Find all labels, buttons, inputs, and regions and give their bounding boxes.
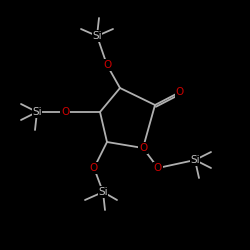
Text: Si: Si — [98, 187, 108, 197]
Text: Si: Si — [92, 31, 102, 41]
Text: O: O — [103, 60, 111, 70]
Text: O: O — [90, 163, 98, 173]
Text: O: O — [61, 107, 69, 117]
Text: Si: Si — [190, 155, 200, 165]
Text: Si: Si — [32, 107, 42, 117]
Text: O: O — [154, 163, 162, 173]
Text: O: O — [139, 143, 147, 153]
Text: O: O — [176, 87, 184, 97]
